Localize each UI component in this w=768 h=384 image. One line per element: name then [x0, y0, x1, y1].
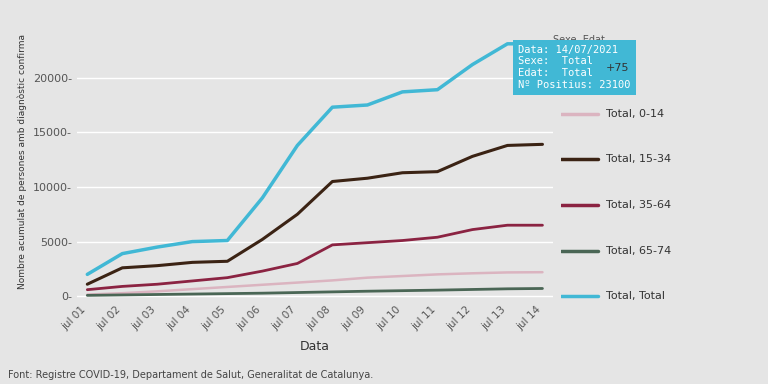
Y-axis label: Nombre acumulat de persones amb diagnòstic confirma: Nombre acumulat de persones amb diagnòst… — [18, 34, 27, 289]
Text: Font: Registre COVID-19, Departament de Salut, Generalitat de Catalunya.: Font: Registre COVID-19, Departament de … — [8, 370, 373, 380]
Text: Sexe, Edat: Sexe, Edat — [553, 35, 605, 45]
Text: Total, Total: Total, Total — [606, 291, 665, 301]
Text: Total, 65-74: Total, 65-74 — [606, 246, 671, 256]
Text: Data: 14/07/2021
Sexe:  Total
Edat:  Total
Nº Positius: 23100: Data: 14/07/2021 Sexe: Total Edat: Total… — [518, 45, 631, 90]
Text: Total, 35-64: Total, 35-64 — [606, 200, 671, 210]
Text: Total, 0-14: Total, 0-14 — [606, 109, 664, 119]
Text: Total, 15-34: Total, 15-34 — [606, 154, 671, 164]
Text: +75: +75 — [606, 63, 630, 73]
X-axis label: Data: Data — [300, 340, 330, 353]
